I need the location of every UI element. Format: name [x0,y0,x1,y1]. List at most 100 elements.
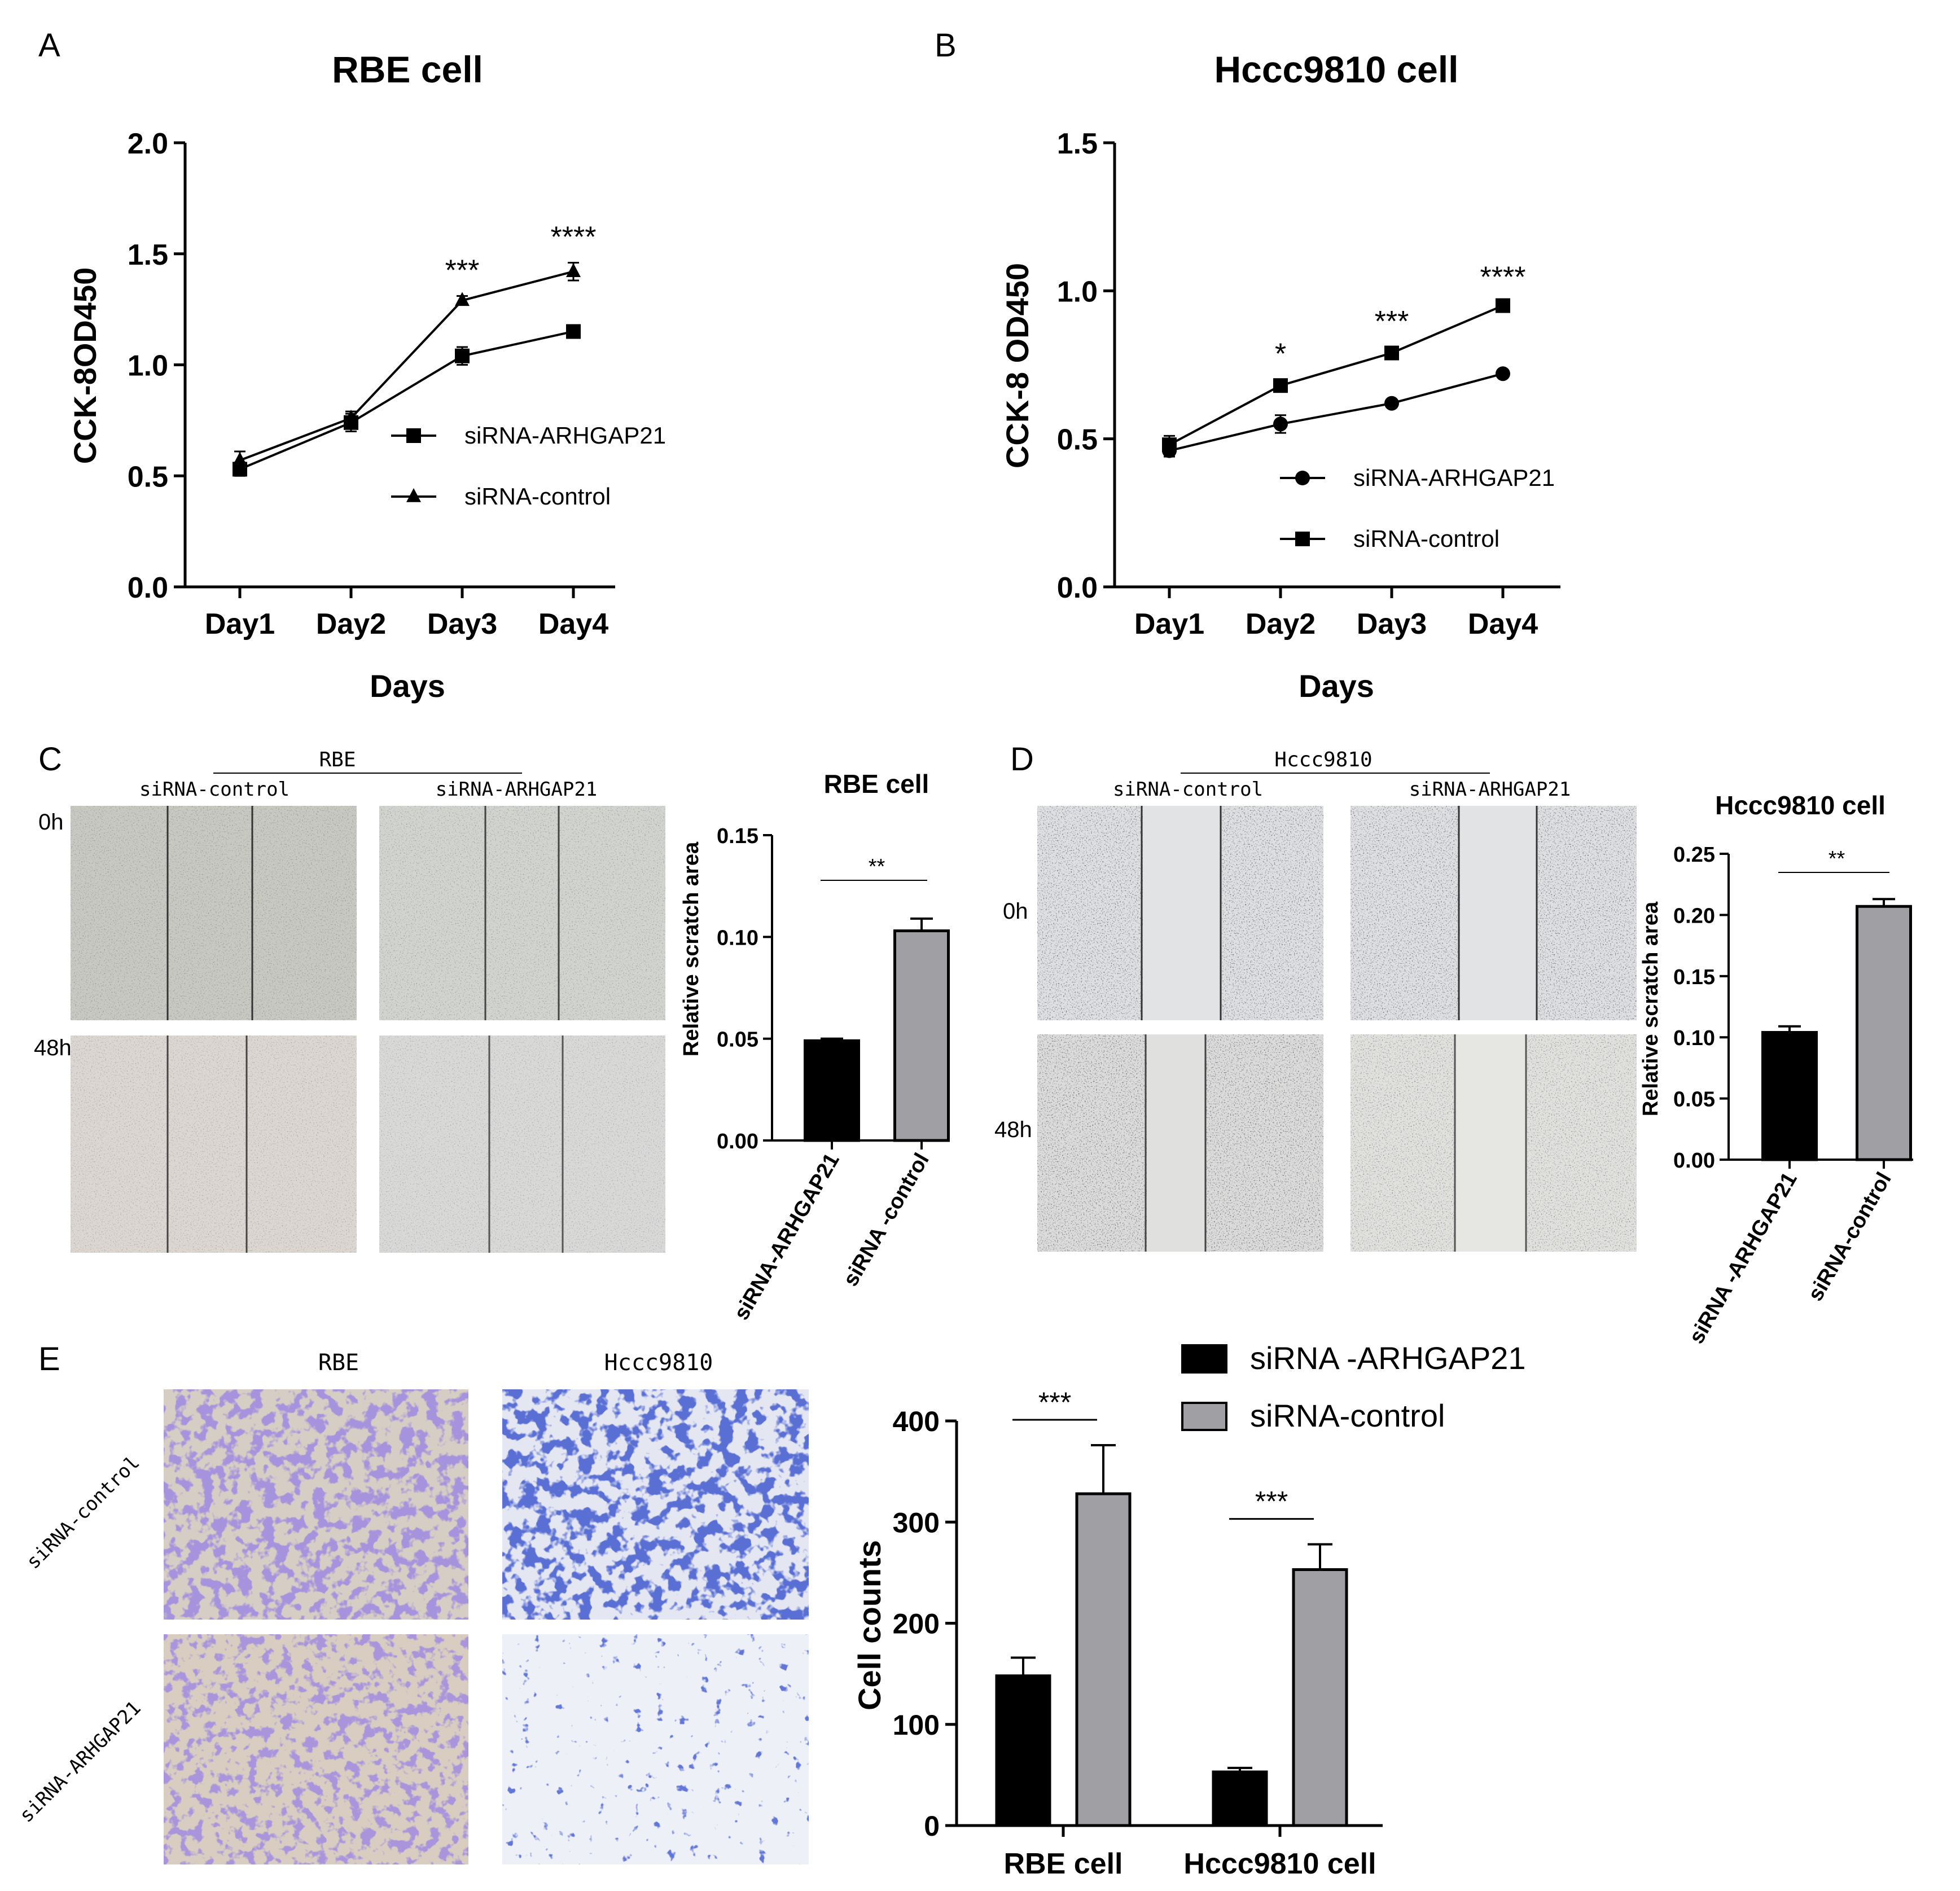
significance-stars: *** [445,255,480,287]
y-tick-label: 2.0 [128,128,168,160]
legend-label: siRNA-ARHGAP21 [1353,464,1555,491]
legend-label: siRNA-control [1353,525,1499,552]
panel-e-column-rbe: RBE [318,1350,359,1376]
panel-d-scratch-images: Hccc9810 siRNA-control siRNA-ARHGAP21 0h… [994,748,1637,1252]
legend-marker [1295,532,1310,546]
series-line [239,330,574,471]
data-point [455,348,470,363]
y-tick-label: 0.10 [1673,1026,1715,1050]
data-point [1384,396,1399,411]
chart-a-xlabel: Days [370,668,445,704]
data-point [1273,416,1288,432]
legend-swatch [1181,1402,1227,1431]
x-tick-label: siRNA-ARHGAP21 [730,1149,844,1324]
chart-b-xlabel: Days [1299,668,1374,704]
y-tick-label: 1.5 [1057,128,1098,160]
panel-letter-a: A [38,27,60,64]
series-line [1169,304,1503,446]
chart-b-title: Hccc9810 cell [1214,49,1458,90]
x-tick-label: Day3 [1357,608,1427,640]
panel-c-scratch-images: RBE siRNA-control siRNA-ARHGAP21 0h 48h [34,748,665,1253]
bar [995,1674,1051,1827]
bar [1856,905,1912,1161]
panel-c-group-control: siRNA-control [139,778,290,801]
bar [804,1039,860,1142]
y-tick-label: 0 [924,1810,940,1842]
significance-stars: ** [869,855,885,879]
x-tick-label: Day1 [205,608,275,640]
x-tick-label: siRNA-control [1804,1169,1896,1305]
y-tick-label: 0.15 [717,824,758,848]
x-tick-label: siRNA -ARHGAP21 [1685,1169,1802,1348]
bar [1292,1568,1348,1827]
data-point [566,263,581,277]
panel-e-transwell-images: RBE Hccc9810 siRNA-control siRNA-ARHGAP2… [15,1350,809,1864]
panel-c-cell-line: RBE [319,748,356,771]
panel-d-time-0h: 0h [1003,899,1028,924]
legend-label: siRNA-control [1250,1398,1445,1433]
data-point [344,409,358,424]
chart-a-title: RBE cell [332,49,483,90]
legend-label: siRNA-ARHGAP21 [464,422,666,449]
x-tick-label: Hccc9810 cell [1183,1848,1376,1880]
significance-stars: *** [1038,1387,1071,1418]
x-tick-label: RBE cell [1004,1848,1123,1880]
y-tick-label: 0.5 [128,460,168,493]
chart-c-ylabel: Relative scratch area [679,841,703,1056]
chart-c-title: RBE cell [824,769,929,798]
legend-marker [406,428,421,443]
series-line [239,270,574,462]
panel-letter-c: C [38,741,62,778]
legend-marker [1295,471,1310,485]
x-tick-label: siRNA -control [839,1149,934,1291]
panel-e-column-hccc: Hccc9810 [604,1350,713,1376]
panel-e-row-control: siRNA-control [22,1451,144,1573]
data-point [233,451,247,466]
x-tick-label: Day1 [1134,608,1204,640]
chart-a-ylabel: CCK-8OD450 [67,267,103,464]
y-tick-label: 0.25 [1673,843,1715,867]
panel-d-cell-line: Hccc9810 [1274,748,1372,771]
y-tick-label: 0.0 [1057,572,1098,604]
data-point [1162,437,1177,453]
y-tick-label: 1.0 [1057,275,1098,308]
panel-c-time-48h: 48h [34,1036,72,1060]
chart-b-ylabel: CCK-8 OD450 [999,263,1035,468]
data-point [1496,366,1510,381]
chart-c-rbe-scratch-bar: RBE cell Relative scratch area 0.00 0.05 0… [679,769,950,1324]
bar [1075,1492,1132,1827]
panel-d-time-48h: 48h [994,1117,1032,1142]
y-tick-label: 1.0 [128,350,168,383]
series-line [1169,372,1503,452]
chart-b-hccc9810-cck8: Hccc9810 cell CCK-8 OD450 Days 0.0 0.5 1.0… [999,49,1560,704]
y-tick-label: 0.5 [1057,424,1098,457]
bar [893,929,950,1142]
data-point [1273,378,1288,393]
data-point [566,324,581,339]
chart-d-title: Hccc9810 cell [1715,791,1886,820]
chart-d-hccc9810-scratch-bar: Hccc9810 cell Relative scratch area 0.00… [1639,791,1913,1348]
panel-d-group-sirna: siRNA-ARHGAP21 [1409,778,1571,801]
chart-d-ylabel: Relative scratch area [1639,901,1663,1116]
data-point [455,292,470,306]
y-tick-label: 0.20 [1673,904,1715,928]
chart-a-rbe-cck8: RBE cell CCK-8OD450 Days 0.0 0.5 1.0 1.5 2.0… [67,49,666,704]
y-tick-label: 0.0 [128,572,168,604]
y-tick-label: 0.05 [1673,1088,1715,1112]
y-tick-label: 0.15 [1673,966,1715,989]
bar [1212,1770,1268,1827]
legend-label: siRNA -ARHGAP21 [1250,1340,1526,1376]
y-tick-label: 300 [893,1507,940,1538]
significance-stars: * [1275,338,1286,371]
panel-d-group-control: siRNA-control [1113,778,1263,801]
significance-stars: **** [551,221,597,253]
y-tick-label: 0.00 [717,1130,758,1153]
x-tick-label: Day2 [1246,608,1316,640]
bar [1761,1031,1818,1161]
panel-e-row-sirna: siRNA-ARHGAP21 [15,1697,146,1827]
y-tick-label: 0.10 [717,926,758,950]
significance-stars: *** [1375,305,1409,338]
y-tick-label: 0.05 [717,1028,758,1052]
y-tick-label: 100 [893,1709,940,1741]
